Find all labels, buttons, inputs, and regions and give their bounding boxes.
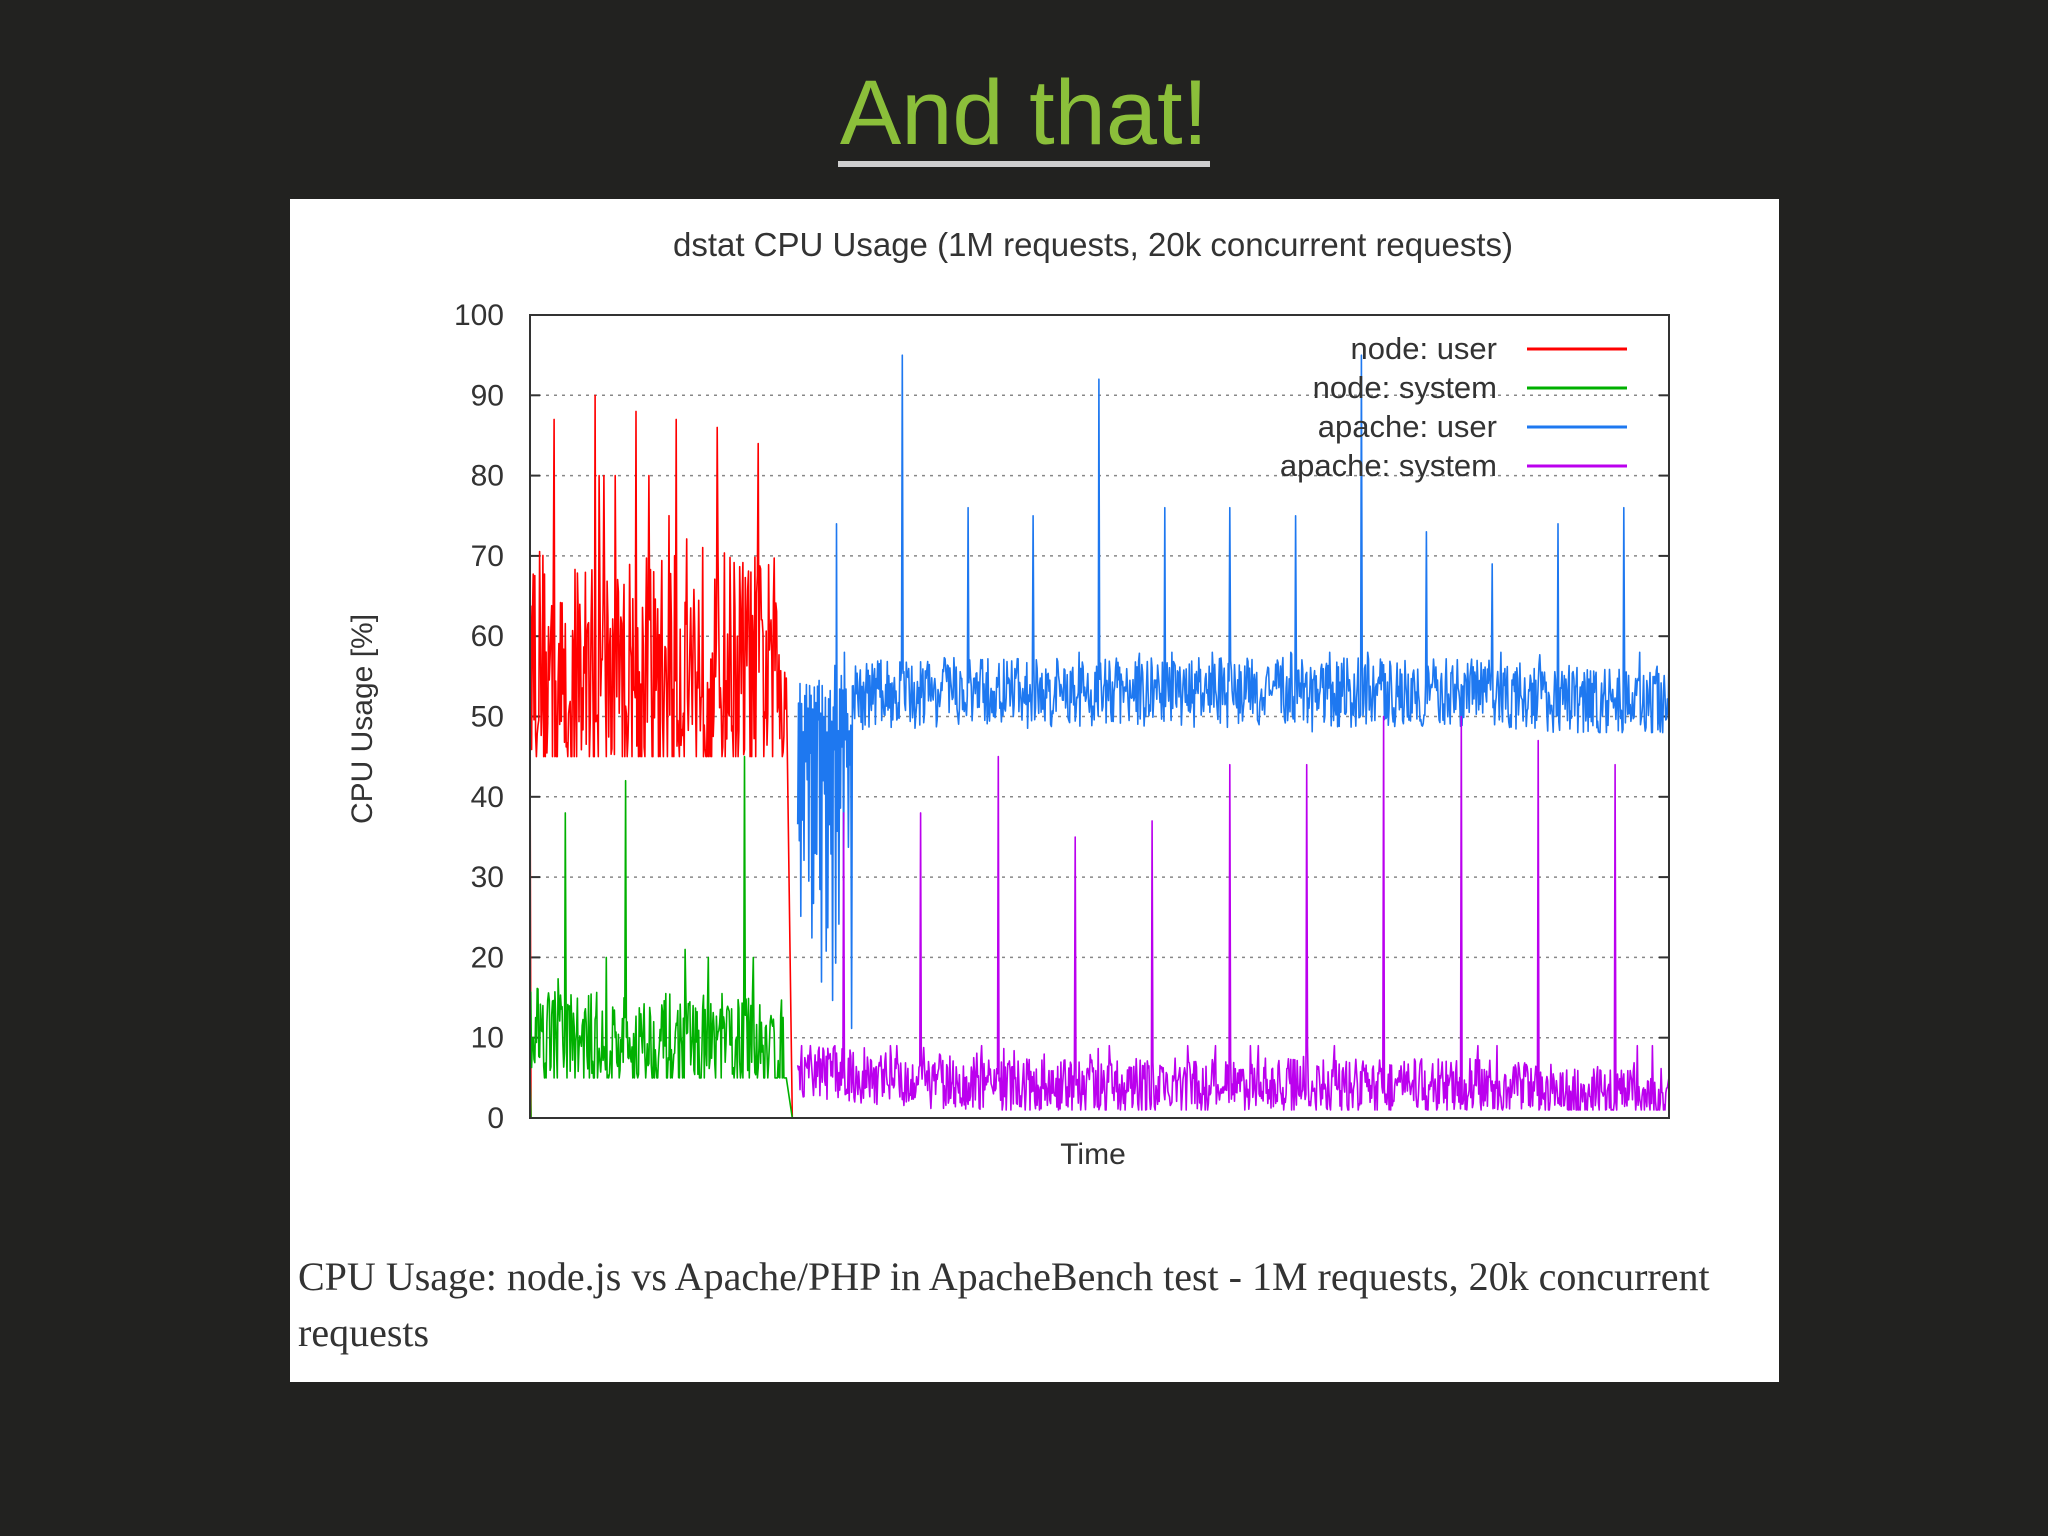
figure-caption: CPU Usage: node.js vs Apache/PHP in Apac… — [298, 1254, 1710, 1355]
cpu-usage-chart: dstat CPU Usage (1M requests, 20k concur… — [346, 226, 1670, 1171]
chart-figure: dstat CPU Usage (1M requests, 20k concur… — [290, 199, 1779, 1382]
y-tick-label: 80 — [471, 460, 504, 493]
series-line-node-user — [529, 394, 794, 1119]
y-tick-label: 50 — [471, 701, 504, 734]
series-line-node-system — [529, 755, 794, 1119]
y-tick-label: 30 — [471, 861, 504, 894]
y-axis-label: CPU Usage [%] — [346, 614, 379, 824]
legend-label: apache: user — [1318, 409, 1497, 444]
series-line-apache-user — [796, 354, 1670, 1030]
y-tick-label: 60 — [471, 620, 504, 653]
x-axis-label: Time — [1060, 1138, 1126, 1171]
slide-title-text: And that! — [837, 65, 1211, 167]
plot-frame — [529, 314, 1670, 1119]
y-tick-label: 90 — [471, 379, 504, 412]
slide-title: And that! — [0, 58, 2048, 168]
chart-title: dstat CPU Usage (1M requests, 20k concur… — [673, 226, 1513, 263]
y-tick-label: 0 — [487, 1102, 504, 1135]
y-tick-label: 10 — [471, 1022, 504, 1055]
y-tick-label: 70 — [471, 540, 504, 573]
y-tick-label: 40 — [471, 781, 504, 814]
legend-label: node: system — [1313, 370, 1497, 405]
y-tick-label: 100 — [454, 299, 504, 332]
y-tick-label: 20 — [471, 941, 504, 974]
legend-label: node: user — [1351, 331, 1498, 366]
legend-label: apache: system — [1280, 448, 1497, 483]
legend: node: user node: system apache: user apache… — [1280, 331, 1627, 483]
series-line-apache-system — [796, 715, 1670, 1111]
